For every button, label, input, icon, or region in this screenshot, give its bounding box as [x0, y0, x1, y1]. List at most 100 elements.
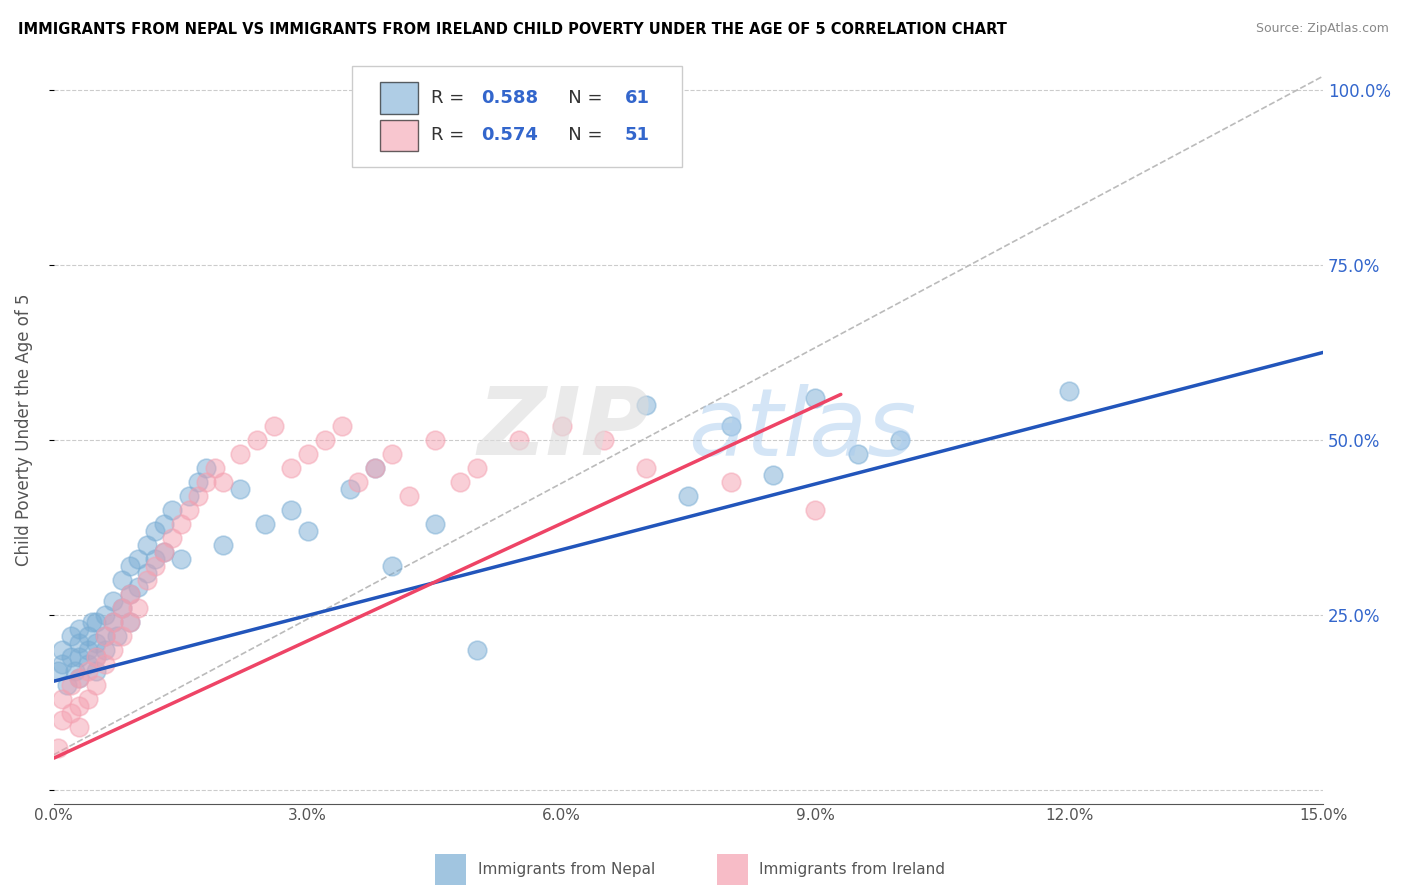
Point [127, 580, 149, 594]
Point [67, 649, 90, 664]
Point [51, 713, 73, 727]
Point [93, 642, 115, 657]
Point [84, 678, 107, 692]
Text: R =: R = [430, 89, 470, 107]
Point [135, 566, 157, 580]
Point [127, 551, 149, 566]
Point [51, 642, 73, 657]
Point [449, 475, 471, 489]
Point [46, 740, 69, 755]
Point [46, 664, 69, 678]
Point [118, 587, 141, 601]
Point [170, 516, 193, 531]
Point [101, 642, 124, 657]
Point [76, 642, 98, 657]
Point [720, 475, 742, 489]
Point [93, 607, 115, 622]
Point [59, 649, 82, 664]
Text: 0.574: 0.574 [482, 127, 538, 145]
Point [162, 531, 184, 545]
Point [110, 600, 132, 615]
Point [145, 524, 167, 538]
Text: Immigrants from Ireland: Immigrants from Ireland [759, 862, 945, 877]
FancyBboxPatch shape [380, 120, 418, 151]
Point [187, 475, 209, 489]
Point [381, 447, 404, 461]
Point [762, 467, 785, 482]
Point [93, 629, 115, 643]
Point [804, 503, 827, 517]
Point [153, 545, 176, 559]
Point [254, 516, 277, 531]
Point [195, 475, 218, 489]
Point [508, 433, 530, 447]
Point [195, 460, 218, 475]
Point [330, 418, 353, 433]
Point [280, 503, 302, 517]
FancyBboxPatch shape [352, 66, 682, 168]
Point [101, 615, 124, 629]
Point [889, 433, 911, 447]
Point [280, 460, 302, 475]
Text: 0.588: 0.588 [482, 89, 538, 107]
Point [423, 516, 446, 531]
Point [67, 671, 90, 685]
Point [592, 433, 614, 447]
Point [381, 558, 404, 573]
Point [364, 460, 387, 475]
Point [59, 629, 82, 643]
Point [93, 657, 115, 671]
Point [636, 460, 658, 475]
Point [179, 503, 201, 517]
Text: IMMIGRANTS FROM NEPAL VS IMMIGRANTS FROM IRELAND CHILD POVERTY UNDER THE AGE OF : IMMIGRANTS FROM NEPAL VS IMMIGRANTS FROM… [18, 22, 1007, 37]
Point [153, 545, 176, 559]
Point [423, 433, 446, 447]
Point [398, 489, 420, 503]
Text: atlas: atlas [689, 384, 917, 475]
Point [846, 447, 869, 461]
Point [67, 622, 90, 636]
Point [297, 524, 319, 538]
Point [246, 433, 269, 447]
Point [101, 593, 124, 607]
Point [55, 678, 77, 692]
Point [720, 418, 742, 433]
Point [153, 516, 176, 531]
Point [76, 657, 98, 671]
Point [105, 629, 128, 643]
Point [135, 573, 157, 587]
Point [229, 482, 252, 496]
Text: ZIP: ZIP [478, 384, 651, 475]
Point [118, 615, 141, 629]
Point [118, 615, 141, 629]
Text: Immigrants from Nepal: Immigrants from Nepal [478, 862, 655, 877]
Text: R =: R = [430, 127, 470, 145]
Point [67, 671, 90, 685]
Point [339, 482, 361, 496]
Point [347, 475, 370, 489]
Point [636, 398, 658, 412]
Point [229, 447, 252, 461]
Point [170, 551, 193, 566]
Point [263, 418, 285, 433]
Point [145, 558, 167, 573]
Point [84, 615, 107, 629]
Point [51, 691, 73, 706]
Point [67, 720, 90, 734]
Point [110, 573, 132, 587]
Point [212, 538, 235, 552]
Point [84, 636, 107, 650]
Text: Source: ZipAtlas.com: Source: ZipAtlas.com [1256, 22, 1389, 36]
Point [51, 657, 73, 671]
Point [465, 460, 488, 475]
Point [76, 629, 98, 643]
Point [76, 664, 98, 678]
Point [550, 418, 572, 433]
Point [314, 433, 336, 447]
Point [212, 475, 235, 489]
Point [804, 391, 827, 405]
Point [1059, 384, 1081, 398]
Point [84, 649, 107, 664]
Point [145, 551, 167, 566]
Text: 61: 61 [626, 89, 650, 107]
